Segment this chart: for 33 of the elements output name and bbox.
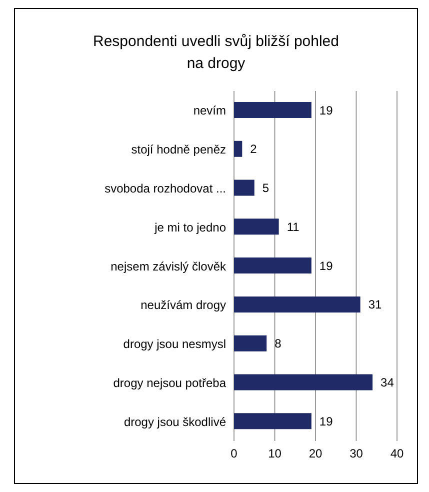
bar [234,258,312,274]
data-label: 19 [319,258,334,273]
bar [234,335,267,352]
data-label: 11 [286,220,300,234]
data-label: 2 [250,142,258,156]
bar [234,140,242,157]
data-label: 19 [319,103,334,118]
x-tick-label: 40 [390,446,404,461]
bar [234,374,373,390]
bar [234,102,312,118]
y-tick-label: svoboda rozhodovat ... [104,181,226,196]
x-tick-label: 10 [268,446,282,461]
data-label: 19 [319,414,334,428]
data-label: 5 [262,181,270,196]
y-tick-label: nevím [193,104,226,118]
y-tick-label: stojí hodně peněz [131,142,226,157]
data-label: 8 [274,336,282,351]
data-label: 31 [368,298,382,312]
bar [234,180,254,196]
y-tick-label: je mi to jedno [154,220,226,234]
y-tick-label: drogy jsou škodlivé [124,414,226,429]
x-tick-label: 20 [308,446,322,461]
y-tick-label: neužívám drogy [140,298,226,312]
y-tick-label: drogy nejsou potřeba [113,376,226,390]
chart-title: Respondenti uvedli svůj bližší pohled na drogy [92,32,340,74]
bar [234,296,360,312]
bar [234,413,312,430]
x-tick-label: 0 [230,446,238,461]
bar [234,218,279,235]
y-tick-label: drogy jsou nesmysl [123,337,226,352]
x-tick-label: 30 [350,446,364,461]
data-label: 34 [380,375,394,390]
y-tick-label: nejsem závislý člověk [110,259,227,274]
